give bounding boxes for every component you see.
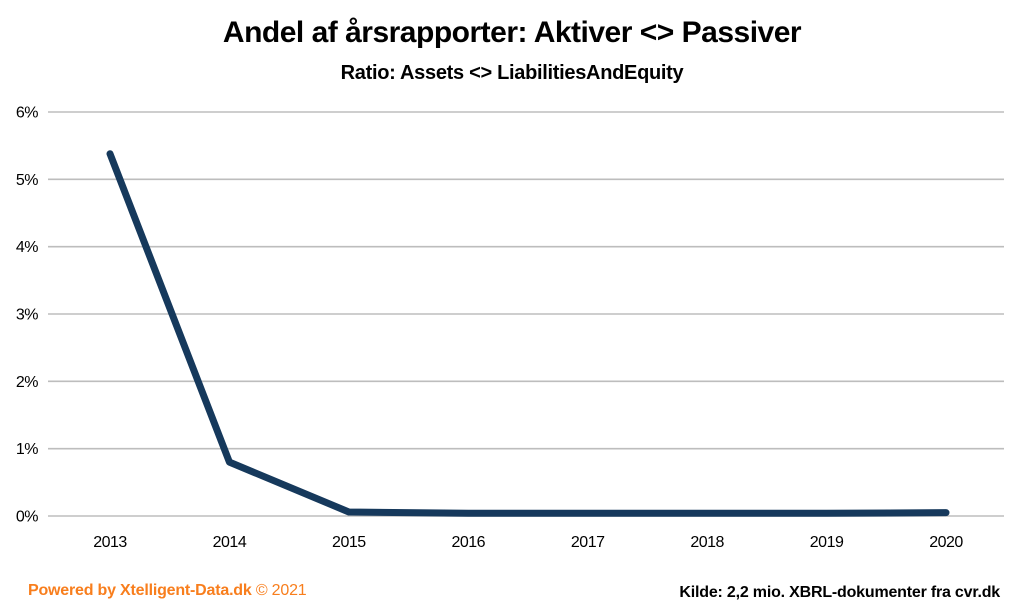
y-axis-tick-label: 6% [16,105,38,122]
x-axis-tick-label: 2019 [810,534,844,551]
x-axis-tick-label: 2017 [571,534,605,551]
x-axis-tick-label: 2016 [451,534,485,551]
y-axis-tick-label: 5% [16,172,38,189]
data-source-text: Kilde: 2,2 mio. XBRL-dokumenter fra cvr.… [679,584,1000,601]
chart-title: Andel af årsrapporter: Aktiver <> Passiv… [222,16,802,49]
x-axis-tick-label: 2014 [213,534,247,551]
x-axis-tick-label: 2018 [690,534,724,551]
y-axis-tick-label: 3% [16,307,38,324]
y-axis-tick-label: 1% [16,441,38,458]
x-axis-tick-label: 2015 [332,534,366,551]
y-axis-tick-label: 2% [16,374,38,391]
x-axis-tick-label: 2013 [93,534,127,551]
data-series-line [106,150,950,517]
x-axis-tick-label: 2020 [929,534,963,551]
chart-subtitle: Ratio: Assets <> LiabilitiesAndEquity [340,62,684,84]
powered-by-credit: Powered by Xtelligent-Data.dk © 2021 [28,582,307,600]
y-axis-tick-label: 4% [16,239,38,256]
powered-by-text: Powered by Xtelligent-Data.dk [28,582,252,599]
y-axis-tick-label: 0% [16,509,38,526]
copyright-text: © 2021 [255,582,307,599]
